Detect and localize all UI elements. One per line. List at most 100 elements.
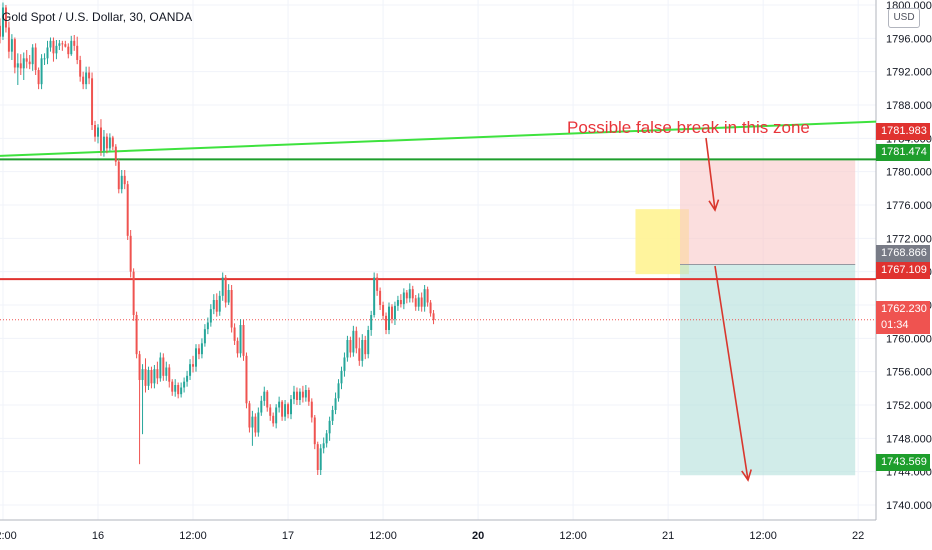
candle: [316, 441, 319, 475]
candle: [236, 337, 239, 358]
candle-body: [49, 40, 52, 48]
candle-body: [108, 137, 111, 149]
y-tick-label: 1752.000: [886, 400, 932, 412]
candle-body: [183, 381, 186, 388]
candle: [393, 301, 396, 325]
candle: [319, 444, 322, 475]
candle: [373, 272, 376, 318]
candle: [295, 387, 298, 405]
candle-body: [239, 325, 242, 354]
candle-body: [203, 329, 206, 344]
candle: [343, 352, 346, 377]
candle: [64, 40, 67, 48]
candle: [272, 412, 275, 427]
candle-body: [298, 391, 301, 400]
candle: [281, 400, 284, 421]
y-tick-label: 1756.000: [886, 367, 932, 379]
candle: [367, 325, 370, 359]
candle: [111, 135, 114, 150]
candle: [307, 387, 310, 406]
candle-body: [408, 289, 411, 299]
candle: [168, 364, 171, 388]
candle-body: [165, 367, 168, 376]
annotation-arrow: [705, 137, 720, 212]
candle-body: [402, 292, 405, 305]
candle-body: [61, 43, 64, 45]
y-tick-label: 1740.000: [886, 500, 932, 512]
candle: [313, 415, 316, 450]
candle: [19, 54, 22, 75]
candle: [432, 310, 435, 325]
x-tick-label: 12:00: [369, 530, 397, 542]
candle: [156, 361, 159, 385]
candle: [192, 355, 195, 373]
candle: [105, 133, 108, 154]
candle-body: [79, 60, 82, 77]
candle: [40, 54, 43, 90]
candle: [67, 43, 70, 59]
candle-body: [192, 364, 195, 367]
candle: [138, 350, 141, 465]
candle: [230, 285, 233, 333]
candle-body: [7, 27, 10, 52]
price-label-target: 1743.569: [876, 454, 930, 471]
candle: [46, 40, 49, 65]
zone-stop: [680, 159, 856, 265]
y-tick-label: 1772.000: [886, 233, 932, 245]
candle-body: [52, 40, 55, 54]
candle-body: [346, 340, 349, 358]
candle: [290, 395, 293, 420]
candle: [85, 66, 88, 90]
candle: [390, 304, 393, 324]
candle-body: [180, 387, 183, 395]
candle-body: [233, 327, 236, 341]
candle-body: [76, 45, 79, 60]
candle-body: [37, 70, 40, 85]
candle: [322, 437, 325, 454]
candle-body: [254, 416, 257, 433]
candle: [346, 335, 349, 362]
candle-body: [150, 370, 153, 384]
candle-body: [0, 25, 1, 37]
currency-button[interactable]: USD: [888, 8, 920, 28]
candle-body: [290, 399, 293, 415]
candle: [257, 407, 260, 437]
candle-body: [135, 315, 138, 355]
candle: [159, 352, 162, 382]
candle-body: [126, 184, 129, 236]
candle: [426, 286, 429, 307]
candle: [396, 295, 399, 311]
x-tick-label: 17: [282, 530, 294, 542]
candle-body: [105, 136, 108, 149]
candle-body: [25, 58, 28, 62]
candle: [28, 55, 31, 70]
candle-body: [420, 297, 423, 307]
candle: [91, 72, 94, 130]
y-tick-label: 1796.000: [886, 33, 932, 45]
price-label-entry: 1768.866: [876, 245, 930, 262]
candle: [177, 382, 180, 399]
candle: [186, 370, 189, 387]
x-tick-label: 12:00: [559, 530, 587, 542]
candle-body: [334, 398, 337, 410]
symbol-title[interactable]: Gold Spot / U.S. Dollar, 30, OANDA: [2, 10, 193, 24]
candle-body: [358, 348, 361, 361]
x-tick-label: 16: [92, 530, 104, 542]
candle: [37, 67, 40, 90]
candle-body: [340, 370, 343, 384]
candle-body: [414, 298, 417, 307]
candle: [123, 170, 126, 190]
candle-body: [301, 391, 304, 398]
candle: [405, 290, 408, 304]
candle-body: [67, 46, 70, 55]
x-tick-label: 20: [472, 530, 484, 542]
x-tick-label: 12:00: [179, 530, 207, 542]
candle: [209, 304, 212, 327]
candle: [88, 66, 91, 85]
candle: [144, 358, 147, 393]
candle: [420, 292, 423, 312]
annotation-text[interactable]: Possible false break in this zone: [567, 118, 810, 137]
candle: [376, 273, 379, 296]
candle-body: [22, 58, 25, 69]
